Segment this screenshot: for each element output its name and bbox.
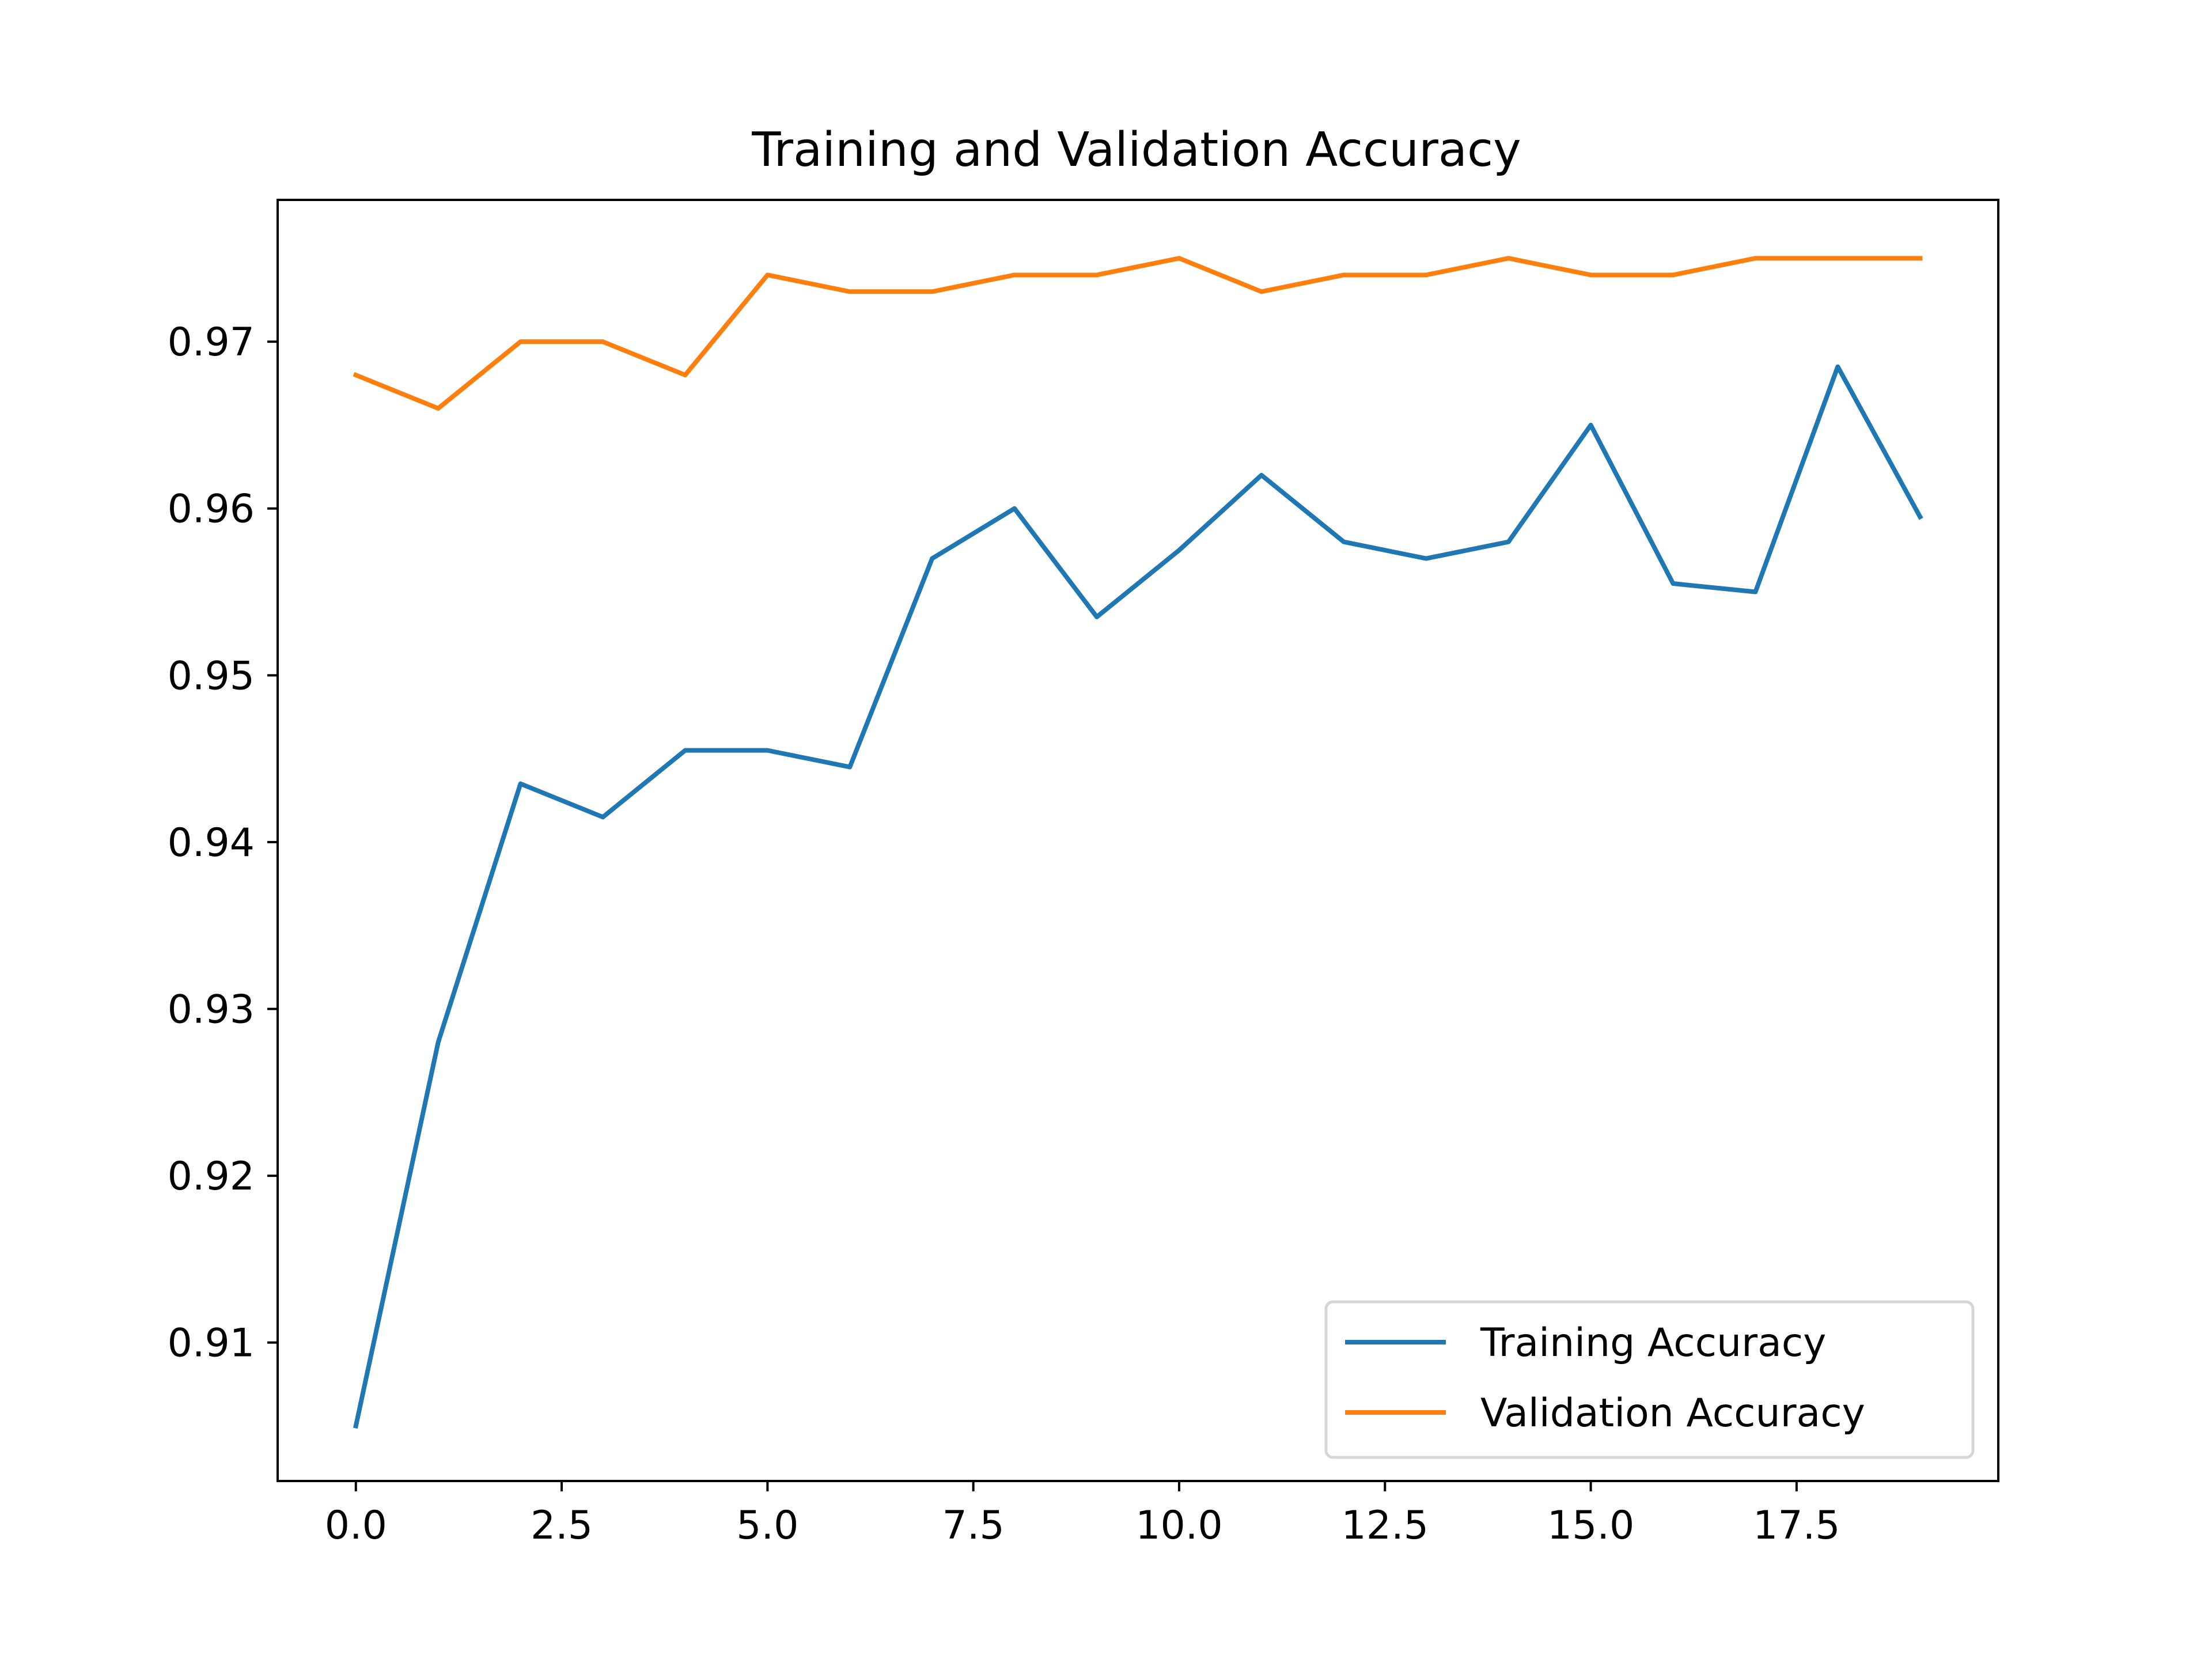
y-tick-label: 0.96 (168, 487, 255, 532)
training-point (1012, 506, 1017, 511)
y-tick-label: 0.97 (168, 320, 255, 365)
x-tick-label: 0.0 (325, 1503, 387, 1548)
validation-point (1835, 256, 1840, 260)
legend: Training Accuracy Validation Accuracy (1324, 1300, 1975, 1459)
x-tick-label: 15.0 (1547, 1503, 1634, 1548)
validation-point (518, 339, 523, 344)
training-point (683, 748, 687, 753)
x-tick-label: 17.5 (1753, 1503, 1840, 1548)
training-point (1177, 548, 1181, 552)
x-tick-label: 12.5 (1342, 1503, 1429, 1548)
validation-point (1177, 256, 1181, 260)
training-point (1094, 615, 1099, 619)
x-tick-label: 5.0 (736, 1503, 798, 1548)
validation-point (683, 373, 687, 377)
training-point (1918, 514, 1922, 519)
training-point (518, 782, 523, 786)
y-tick-label: 0.94 (168, 820, 255, 866)
legend-label-validation: Validation Accuracy (1480, 1391, 1865, 1436)
validation-point (1671, 272, 1675, 277)
training-point (601, 815, 605, 819)
x-tick-label: 7.5 (942, 1503, 1005, 1548)
y-tick-label: 0.92 (168, 1154, 255, 1199)
validation-point (1753, 256, 1758, 260)
training-point (1589, 423, 1593, 427)
training-point (436, 1040, 441, 1044)
training-point (354, 1423, 358, 1428)
validation-point (1506, 256, 1511, 260)
validation-point (1918, 256, 1922, 260)
validation-point (1424, 272, 1429, 277)
validation-point (436, 406, 441, 411)
legend-label-training: Training Accuracy (1480, 1320, 1826, 1366)
validation-point (1012, 272, 1017, 277)
y-axis: 0.91 0.92 0.93 0.94 0.95 0.96 0.97 (168, 320, 278, 1366)
training-point (1424, 556, 1429, 561)
y-tick-label: 0.93 (168, 987, 255, 1032)
y-tick-label: 0.95 (168, 653, 255, 699)
training-point (765, 748, 770, 753)
validation-point (847, 289, 852, 294)
validation-point (765, 272, 770, 277)
validation-point (1259, 289, 1264, 294)
series-line-validation (353, 256, 1923, 411)
validation-point (1094, 272, 1099, 277)
training-point (1259, 473, 1264, 478)
series-line-training (353, 364, 1923, 1429)
y-tick-label: 0.91 (168, 1321, 255, 1366)
validation-point (354, 373, 358, 377)
chart-title: Training and Validation Accuracy (751, 123, 1521, 177)
validation-point (930, 289, 934, 294)
x-axis: 0.0 2.5 5.0 7.5 10.0 12.5 15.0 17.5 (325, 1481, 1840, 1548)
validation-point (1589, 272, 1593, 277)
training-point (1753, 590, 1758, 594)
legend-box (1324, 1300, 1975, 1459)
x-tick-label: 2.5 (531, 1503, 593, 1548)
training-point (847, 765, 852, 770)
training-point (930, 556, 934, 561)
training-point (1671, 581, 1675, 586)
axes-frame (276, 199, 1999, 1482)
series-layer (353, 256, 1923, 1429)
training-point (1835, 365, 1840, 369)
validation-point (1342, 272, 1346, 277)
validation-point (601, 339, 605, 344)
x-tick-label: 10.0 (1135, 1503, 1222, 1548)
training-point (1342, 540, 1346, 544)
training-point (1506, 540, 1511, 544)
